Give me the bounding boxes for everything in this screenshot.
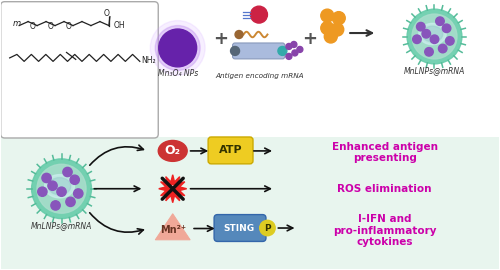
Circle shape	[430, 35, 439, 43]
Text: Mn²⁺: Mn²⁺	[160, 225, 186, 235]
Circle shape	[297, 46, 303, 52]
Circle shape	[38, 187, 47, 196]
Text: O: O	[48, 22, 54, 31]
Text: NH₂: NH₂	[142, 56, 156, 65]
FancyBboxPatch shape	[232, 43, 285, 59]
Circle shape	[57, 187, 66, 196]
Bar	[0, 1, 500, 137]
Circle shape	[412, 35, 421, 43]
Text: m: m	[13, 19, 22, 28]
Circle shape	[66, 197, 75, 207]
Circle shape	[286, 53, 292, 59]
Circle shape	[278, 46, 287, 55]
Text: +: +	[302, 31, 318, 49]
Circle shape	[37, 164, 86, 213]
Circle shape	[292, 50, 298, 56]
Circle shape	[150, 21, 205, 75]
Circle shape	[412, 14, 457, 59]
Ellipse shape	[158, 140, 187, 161]
Polygon shape	[159, 175, 186, 203]
Text: Antigen encoding mRNA: Antigen encoding mRNA	[216, 73, 304, 79]
Circle shape	[442, 24, 451, 33]
Circle shape	[286, 43, 292, 49]
FancyBboxPatch shape	[214, 215, 266, 241]
Text: P: P	[264, 224, 271, 232]
Text: ATP: ATP	[218, 146, 242, 156]
Text: MnLNPs@mRNA: MnLNPs@mRNA	[31, 221, 92, 231]
FancyBboxPatch shape	[0, 2, 158, 138]
Text: MnLNPs@mRNA: MnLNPs@mRNA	[404, 66, 465, 75]
Text: Enhanced antigen
presenting: Enhanced antigen presenting	[332, 141, 438, 163]
Circle shape	[48, 181, 57, 190]
Circle shape	[63, 167, 72, 177]
Circle shape	[42, 173, 51, 183]
Bar	[0, 137, 500, 269]
Circle shape	[331, 23, 344, 36]
Circle shape	[422, 29, 430, 38]
Circle shape	[436, 17, 444, 25]
Circle shape	[156, 26, 200, 70]
Circle shape	[291, 42, 297, 48]
Circle shape	[446, 37, 454, 45]
Circle shape	[438, 44, 447, 53]
Circle shape	[260, 220, 275, 236]
Circle shape	[51, 201, 60, 210]
Circle shape	[407, 9, 462, 64]
Circle shape	[235, 31, 243, 39]
Text: Mn₃O₄ NPs: Mn₃O₄ NPs	[158, 69, 198, 78]
Circle shape	[321, 22, 334, 35]
Ellipse shape	[422, 26, 443, 42]
Circle shape	[32, 159, 92, 219]
Circle shape	[159, 29, 196, 67]
Circle shape	[424, 48, 434, 56]
Text: O₂: O₂	[164, 144, 180, 157]
Ellipse shape	[44, 175, 74, 198]
Text: O: O	[66, 22, 71, 31]
Text: OH: OH	[114, 21, 126, 29]
Circle shape	[416, 22, 425, 31]
Circle shape	[332, 12, 345, 25]
Text: ROS elimination: ROS elimination	[338, 184, 432, 194]
Circle shape	[70, 175, 80, 184]
Circle shape	[230, 46, 239, 55]
Circle shape	[324, 30, 338, 43]
Circle shape	[250, 6, 268, 23]
Text: O: O	[30, 22, 36, 31]
Polygon shape	[156, 214, 190, 240]
Circle shape	[74, 189, 83, 198]
Ellipse shape	[48, 178, 70, 195]
FancyBboxPatch shape	[208, 137, 253, 164]
Text: O: O	[104, 9, 110, 18]
Ellipse shape	[419, 23, 446, 45]
Circle shape	[321, 9, 334, 22]
Text: r: r	[170, 183, 175, 192]
Text: +: +	[214, 31, 228, 49]
Text: I-IFN and
pro-inflammatory
cytokines: I-IFN and pro-inflammatory cytokines	[333, 214, 436, 247]
Text: STING: STING	[223, 224, 254, 232]
